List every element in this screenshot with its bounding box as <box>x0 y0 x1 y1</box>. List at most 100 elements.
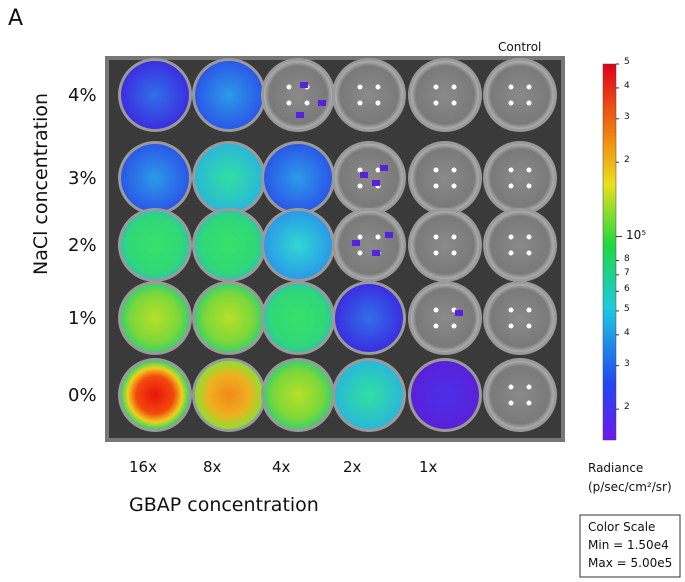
well <box>264 144 332 212</box>
well <box>335 61 403 129</box>
x-axis-title: GBAP concentration <box>129 494 319 516</box>
well <box>486 361 554 429</box>
colorbar-tick-label: 6 <box>624 284 630 295</box>
colorbar-tick-label: 7 <box>624 267 630 278</box>
radiance-unit: (p/sec/cm²/sr) <box>588 480 672 494</box>
signal-speck <box>352 240 360 246</box>
signal-speck <box>372 250 380 256</box>
column-label: 8x <box>203 458 222 476</box>
signal-speck <box>296 112 304 118</box>
signal-speck <box>300 82 308 88</box>
glare <box>433 323 439 329</box>
column-label: 1x <box>419 458 438 476</box>
well <box>121 144 189 212</box>
glare <box>526 384 532 390</box>
glare <box>433 234 439 240</box>
signal-speck <box>455 310 463 316</box>
well <box>121 211 189 279</box>
row-label: 4% <box>68 85 97 106</box>
glare <box>357 84 363 90</box>
glare <box>526 323 532 329</box>
well <box>264 284 332 352</box>
colorbar-ticks <box>616 63 622 410</box>
color-scale-box <box>579 514 681 578</box>
well <box>335 284 403 352</box>
glare <box>433 250 439 256</box>
well <box>264 61 332 129</box>
signal-speck <box>372 180 380 186</box>
row-label: 1% <box>68 308 97 329</box>
glare <box>357 100 363 106</box>
well <box>411 211 479 279</box>
glare <box>508 84 514 90</box>
glare <box>508 323 514 329</box>
glare <box>526 400 532 406</box>
glare <box>375 234 381 240</box>
signal-speck <box>385 232 393 238</box>
y-axis-title: NaCl concentration <box>30 92 52 276</box>
colorbar-tick-label: 5 <box>624 57 630 67</box>
colorbar-tick-label: 8 <box>624 253 630 264</box>
row-label: 2% <box>68 235 97 256</box>
colorbar-tick-label: 3 <box>624 111 630 122</box>
color-scale-min: Min = 1.50e4 <box>588 538 669 552</box>
glare <box>526 84 532 90</box>
glare <box>357 183 363 189</box>
glare <box>357 234 363 240</box>
glare <box>286 84 292 90</box>
well <box>335 361 403 429</box>
glare <box>433 167 439 173</box>
glare <box>508 307 514 313</box>
colorbar-tick-label: 3 <box>624 358 630 369</box>
glare <box>508 100 514 106</box>
radiance-label: Radiance <box>588 461 644 475</box>
glare <box>508 183 514 189</box>
glare <box>451 183 457 189</box>
glare <box>451 167 457 173</box>
well <box>121 361 189 429</box>
signal-speck <box>360 172 368 178</box>
glare <box>508 400 514 406</box>
column-label: 2x <box>343 458 362 476</box>
glare <box>375 167 381 173</box>
glare <box>526 250 532 256</box>
glare <box>451 84 457 90</box>
colorbar-tick-label: 4 <box>624 80 630 91</box>
color-scale-title: Color Scale <box>588 520 656 534</box>
signal-speck <box>318 100 326 106</box>
well <box>335 144 403 212</box>
well <box>411 361 479 429</box>
colorbar <box>602 63 617 441</box>
glare <box>526 167 532 173</box>
well <box>264 211 332 279</box>
glare <box>451 234 457 240</box>
glare <box>508 167 514 173</box>
glare <box>433 84 439 90</box>
wells <box>118 58 557 432</box>
glare <box>526 307 532 313</box>
glare <box>508 250 514 256</box>
glare <box>526 234 532 240</box>
well <box>486 211 554 279</box>
glare <box>451 323 457 329</box>
well <box>411 284 479 352</box>
well <box>486 144 554 212</box>
colorbar-tick-label: 10⁵ <box>626 227 647 242</box>
colorbar-tick-label: 5 <box>624 303 630 314</box>
well <box>486 61 554 129</box>
glare <box>526 183 532 189</box>
well <box>195 61 263 129</box>
plate-edge <box>105 56 565 442</box>
glare <box>433 183 439 189</box>
well <box>486 284 554 352</box>
glare <box>433 307 439 313</box>
glare <box>451 250 457 256</box>
well <box>195 361 263 429</box>
well <box>195 211 263 279</box>
well <box>121 61 189 129</box>
panel-label: A <box>8 6 24 31</box>
signal-speck <box>380 165 388 171</box>
glare <box>375 84 381 90</box>
